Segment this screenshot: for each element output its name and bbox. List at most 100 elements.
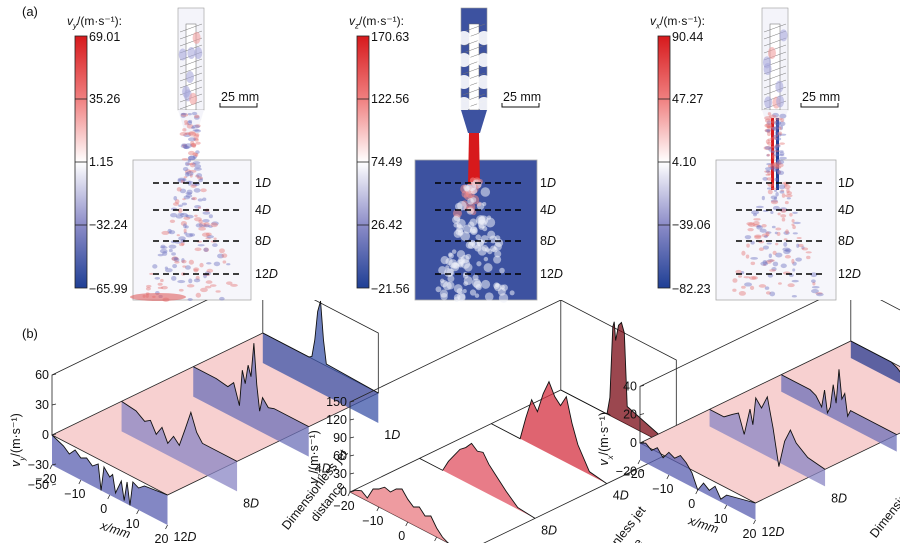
velocity-blob (205, 280, 213, 284)
velocity-blob (193, 138, 199, 142)
jet-plume-blob (493, 283, 502, 292)
colorbar-title-unit: /(m·s⁻¹): (77, 14, 122, 28)
z-tick-num: 12 (762, 525, 776, 539)
velocity-blob (175, 214, 183, 219)
velocity-blob (213, 261, 221, 267)
z-tick-num: 1 (384, 428, 391, 442)
velocity-blob (762, 177, 768, 181)
velocity-blob (174, 260, 180, 264)
z-tick-num: 4 (613, 489, 620, 503)
velocity-blob (205, 232, 212, 237)
colorbar-title: vx/(m·s⁻¹): (650, 14, 705, 30)
velocity-blob (770, 120, 777, 124)
x-tick-label: −20 (333, 499, 354, 513)
velocity-blob (776, 231, 781, 236)
series-area-12D (640, 443, 756, 520)
y-tick-label: 60 (333, 449, 347, 463)
velocity-blob (810, 272, 818, 278)
y-tick-label: 60 (35, 368, 49, 382)
waterfall-plot-2: 1501209060300vz/(m·s⁻¹)−20−1001020x/mm1D… (307, 300, 698, 543)
y-tick-label: −30 (28, 458, 49, 472)
x-tick-label: −10 (652, 482, 673, 496)
velocity-blob (774, 117, 783, 121)
velocity-blob (173, 257, 179, 261)
slice-label-D: D (845, 176, 854, 190)
plot-left-wall (639, 300, 820, 443)
jet-plume-blob (435, 286, 442, 293)
jet-plume-blob (471, 240, 481, 249)
velocity-blob (792, 261, 797, 266)
velocity-blob (194, 164, 202, 169)
swirler-vanes (762, 23, 788, 111)
series-area-1D (560, 321, 677, 450)
series-line-12D (639, 442, 756, 504)
velocity-blob (171, 256, 179, 262)
velocity-blob (774, 177, 779, 182)
x-tick (695, 489, 699, 495)
velocity-blob (777, 132, 782, 137)
velocity-blob (767, 164, 773, 168)
velocity-blob (769, 145, 778, 148)
jet-plume-blob (457, 293, 466, 302)
velocity-blob (767, 187, 772, 190)
velocity-blob (190, 197, 196, 200)
velocity-blob (177, 208, 183, 214)
velocity-blob (766, 130, 771, 133)
velocity-blob (157, 286, 164, 289)
velocity-blob (160, 246, 168, 249)
velocity-blob (171, 256, 178, 261)
velocity-blob (750, 261, 756, 266)
velocity-blob (192, 137, 199, 141)
velocity-blob (759, 228, 767, 233)
velocity-blob (778, 121, 786, 127)
velocity-blob (188, 131, 197, 137)
velocity-blob (772, 250, 777, 256)
velocity-blob (219, 296, 225, 301)
velocity-blob (185, 233, 194, 238)
jet-shear-red (771, 118, 774, 190)
velocity-blob (779, 142, 785, 145)
velocity-blob (182, 143, 188, 148)
velocity-blob (775, 192, 779, 197)
y-tick (349, 454, 355, 457)
velocity-blob (193, 278, 201, 283)
velocity-blob (173, 195, 178, 201)
series-line-4D (781, 369, 897, 436)
velocity-blob (779, 156, 787, 160)
velocity-blob (764, 170, 770, 173)
jet-plume-blob (457, 200, 467, 211)
velocity-blob (160, 285, 168, 290)
velocity-blob (185, 214, 189, 218)
velocity-blob (771, 149, 780, 153)
velocity-blob (781, 193, 786, 198)
velocity-blob (766, 120, 772, 126)
velocity-blob (770, 126, 777, 131)
velocity-blob (774, 165, 782, 170)
velocity-blob (762, 245, 770, 250)
jet-plume-blob (438, 266, 447, 275)
velocity-blob (765, 169, 771, 173)
jet-plume-blob (469, 289, 477, 296)
jet-plume-blob (457, 261, 464, 268)
velocity-blob (796, 243, 800, 248)
velocity-blob (204, 285, 212, 289)
slice-label: 12D (838, 267, 861, 281)
velocity-blob (206, 262, 212, 265)
z-tick-label: 4D (613, 489, 629, 503)
velocity-blob (195, 292, 202, 298)
velocity-blob (761, 223, 767, 228)
z-tick-D: D (322, 462, 331, 476)
velocity-blob (203, 247, 210, 252)
velocity-blob (796, 236, 802, 240)
velocity-blob (741, 250, 746, 256)
z-tick-D: D (548, 523, 557, 537)
velocity-blob (774, 189, 778, 192)
jet-plume-blob (492, 246, 498, 253)
velocity-blob (811, 288, 819, 294)
velocity-blob (764, 286, 770, 290)
velocity-blob (738, 291, 746, 296)
velocity-blob (777, 154, 785, 157)
series-line-8D (419, 442, 536, 519)
velocity-blob (752, 223, 761, 227)
velocity-blob (182, 128, 187, 132)
